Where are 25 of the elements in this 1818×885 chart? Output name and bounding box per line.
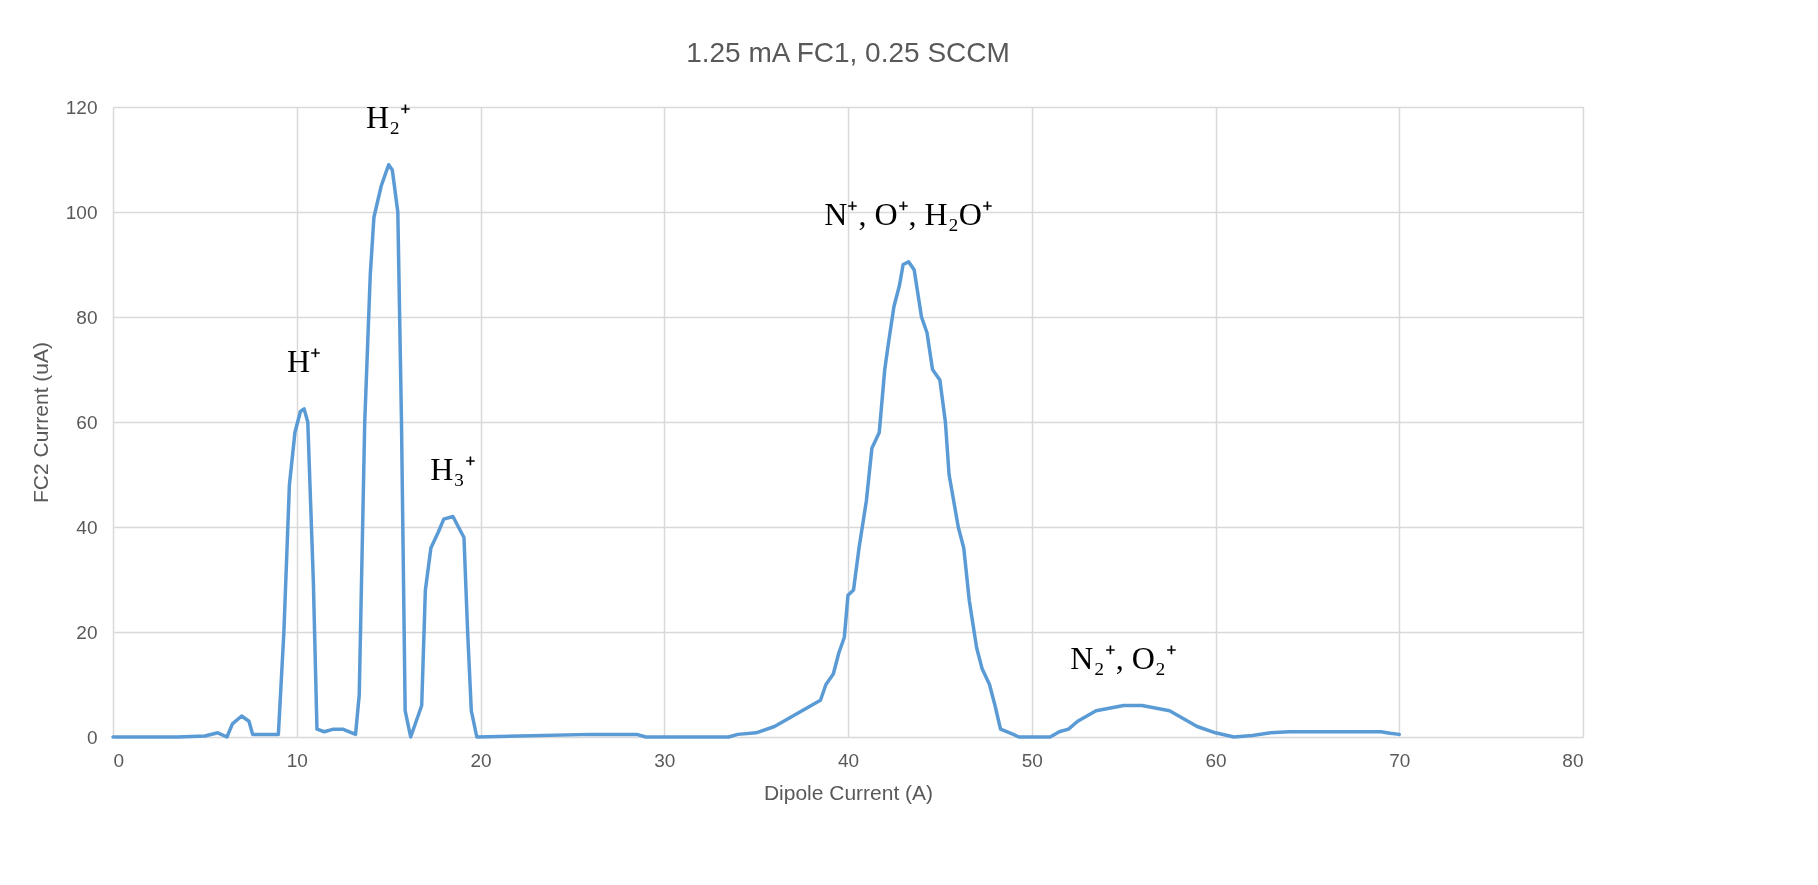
y-tick-label: 100 bbox=[65, 201, 98, 223]
annotation: H⁺ bbox=[287, 342, 322, 379]
annotation: H₂⁺ bbox=[365, 98, 412, 135]
annotation: H₃⁺ bbox=[430, 450, 476, 487]
y-tick-label: 120 bbox=[65, 96, 98, 118]
y-tick-label: 0 bbox=[86, 726, 98, 748]
y-tick-label: 60 bbox=[76, 411, 98, 433]
y-tick-label: 20 bbox=[76, 621, 98, 643]
x-tick-label: 20 bbox=[470, 749, 492, 771]
annotation: N₂⁺, O₂⁺ bbox=[1070, 639, 1177, 676]
x-axis-title: Dipole Current (A) bbox=[763, 780, 934, 804]
x-tick-label: 80 bbox=[1562, 749, 1584, 771]
chart-title: 1.25 mA FC1, 0.25 SCCM bbox=[686, 37, 1010, 68]
x-tick-label: 0 bbox=[113, 749, 125, 771]
x-tick-label: 60 bbox=[1205, 749, 1227, 771]
y-axis-title: FC2 Current (uA) bbox=[28, 341, 52, 504]
x-tick-label: 10 bbox=[286, 749, 308, 771]
y-tick-label: 40 bbox=[76, 516, 98, 538]
x-tick-label: 50 bbox=[1021, 749, 1043, 771]
x-tick-label: 30 bbox=[654, 749, 676, 771]
x-tick-label: 40 bbox=[837, 749, 860, 771]
annotation: N⁺, O⁺, H₂O⁺ bbox=[824, 195, 993, 232]
y-tick-label: 80 bbox=[76, 306, 98, 328]
line-series bbox=[111, 163, 1401, 739]
x-tick-label: 70 bbox=[1389, 749, 1411, 771]
